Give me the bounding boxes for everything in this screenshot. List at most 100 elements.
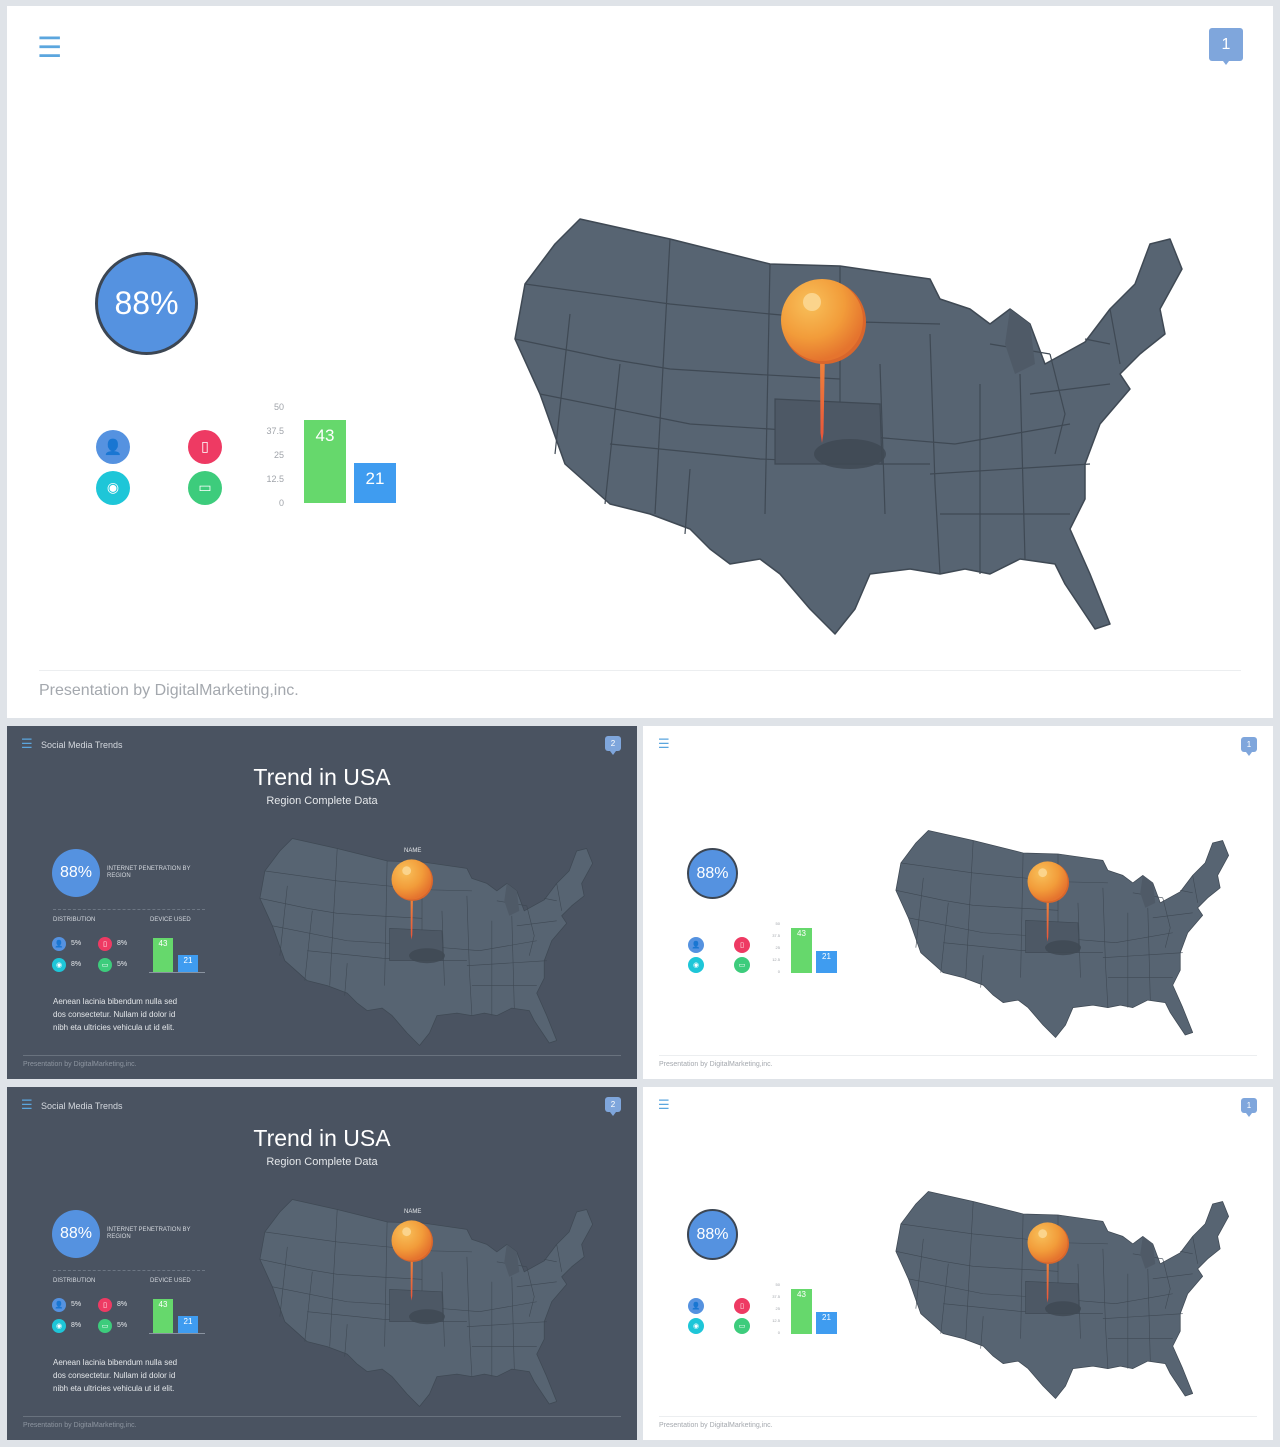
location-pin-icon: ◉ (52, 1319, 66, 1333)
tick-label: 0 (777, 969, 780, 974)
footer-divider (23, 1055, 621, 1056)
tick-label: 50 (775, 921, 780, 926)
stat-value: 8% (71, 1322, 82, 1329)
device-used-label: DEVICE USED (150, 1278, 191, 1284)
stat-value: 5% (71, 940, 82, 947)
map-pin-icon (391, 1220, 434, 1301)
bar-series-b: 21 (816, 1312, 837, 1334)
percentage-label: INTERNET PENETRATION BY REGION (107, 866, 191, 879)
body-text-line: Aenean lacinia bibendum nulla sed (53, 997, 178, 1006)
section-divider (53, 909, 205, 911)
bar-series-b: 21 (354, 462, 396, 503)
chart-baseline (149, 972, 205, 973)
tick-label: 25 (775, 945, 780, 950)
map-pin-icon (781, 279, 866, 443)
dark-slide-thumb[interactable]: ☰ Social Media Trends 2 Trend in USA Reg… (7, 726, 637, 1079)
percentage-circle: 88% (687, 848, 738, 899)
stat-value: 5% (117, 961, 128, 968)
light-slide-thumb[interactable]: ☰ 1 88% 👤 ▯ ◉ ▭ 50 37.5 25 12.5 0 43 21 … (643, 1087, 1273, 1440)
tick-label: 50 (775, 1282, 780, 1287)
tick-label: 0 (278, 498, 284, 508)
main-slide: ☰ 1 88% 👤 ▯ ◉ ▭ 50 37.5 25 12.5 0 43 21 … (7, 6, 1273, 718)
page-badge[interactable]: 1 (1209, 28, 1243, 65)
user-icon: 👤 (688, 937, 704, 953)
phone-icon: ▯ (98, 1298, 112, 1312)
location-pin-icon: ◉ (52, 958, 66, 972)
pin-label: NAME (404, 1209, 422, 1215)
bar-series-b: 21 (178, 1316, 198, 1333)
chart-baseline (149, 1333, 205, 1334)
footer-divider (659, 1416, 1257, 1417)
bar-series-a: 43 (153, 937, 173, 972)
tick-label: 37.5 (772, 933, 780, 938)
percentage-circle: 88% (52, 1210, 100, 1258)
mini-bar-chart: 50 37.5 25 12.5 0 43 21 (768, 921, 843, 974)
bar-series-a: 43 (153, 1298, 173, 1333)
footer-text: Presentation by DigitalMarketing,inc. (39, 682, 299, 699)
phone-icon: ▯ (98, 937, 112, 951)
footer-text: Presentation by DigitalMarketing,inc. (23, 1061, 137, 1068)
percentage-circle: 88% (687, 1209, 738, 1260)
tablet-icon: ▭ (734, 957, 750, 973)
user-icon: 👤 (52, 1298, 66, 1312)
slide-subtitle: Region Complete Data (266, 795, 378, 807)
location-pin-icon: ◉ (688, 957, 704, 973)
pin-label: NAME (404, 848, 422, 854)
mini-bar-chart: 43 21 (149, 1293, 213, 1334)
phone-icon: ▯ (188, 430, 222, 464)
footer-text: Presentation by DigitalMarketing,inc. (23, 1422, 137, 1429)
body-text-line: nibh eta ultricies vehicula ut id elit. (53, 1384, 175, 1393)
tick-label: 37.5 (266, 426, 284, 436)
tick-label: 0 (777, 1330, 780, 1335)
page-badge[interactable]: 1 (1241, 1098, 1257, 1117)
hamburger-menu-icon[interactable]: ☰ (21, 1098, 33, 1113)
tick-label: 12.5 (772, 1318, 780, 1323)
mini-bar-chart: 43 21 (149, 932, 213, 973)
tablet-icon: ▭ (188, 471, 222, 505)
hamburger-menu-icon[interactable]: ☰ (21, 737, 33, 752)
hamburger-menu-icon[interactable]: ☰ (658, 737, 670, 752)
device-used-label: DEVICE USED (150, 917, 191, 923)
section-divider (53, 1270, 205, 1272)
phone-icon: ▯ (734, 1298, 750, 1314)
stat-value: 8% (71, 961, 82, 968)
tablet-icon: ▭ (98, 958, 112, 972)
tick-label: 12.5 (266, 474, 284, 484)
stat-value: 8% (117, 940, 128, 947)
hamburger-menu-icon[interactable]: ☰ (37, 31, 63, 64)
page-badge[interactable]: 2 (605, 1097, 621, 1116)
stat-value: 8% (117, 1301, 128, 1308)
slide-subtitle: Region Complete Data (266, 1156, 378, 1168)
bar-chart: 50 37.5 25 12.5 0 43 21 (257, 401, 407, 511)
map-pin-icon (391, 859, 434, 940)
tablet-icon: ▭ (98, 1319, 112, 1333)
light-slide-thumb[interactable]: ☰ 1 88% 👤 ▯ ◉ ▭ 50 37.5 25 12.5 0 43 21 … (643, 726, 1273, 1079)
location-pin-icon: ◉ (96, 471, 130, 505)
dark-slide-thumb[interactable]: ☰ Social Media Trends 2 Trend in USA Reg… (7, 1087, 637, 1440)
user-icon: 👤 (688, 1298, 704, 1314)
body-text-line: dos consectetur. Nullam id dolor id (53, 1371, 176, 1380)
page-badge[interactable]: 2 (605, 736, 621, 755)
app-title: Social Media Trends (41, 740, 123, 750)
percentage-circle: 88% (95, 252, 198, 355)
bar-series-a: 43 (791, 928, 812, 973)
app-title: Social Media Trends (41, 1101, 123, 1111)
tick-label: 25 (775, 1306, 780, 1311)
stat-value: 5% (71, 1301, 82, 1308)
tablet-icon: ▭ (734, 1318, 750, 1334)
body-text-line: dos consectetur. Nullam id dolor id (53, 1010, 176, 1019)
stat-value: 5% (117, 1322, 128, 1329)
map-pin-icon (1027, 1222, 1070, 1303)
slide-title: Trend in USA (253, 764, 391, 790)
footer-divider (23, 1416, 621, 1417)
tick-label: 25 (273, 450, 284, 460)
tick-label: 37.5 (772, 1294, 780, 1299)
map-pin-icon (1027, 861, 1070, 942)
hamburger-menu-icon[interactable]: ☰ (658, 1098, 670, 1113)
tick-label: 50 (273, 402, 284, 412)
footer-text: Presentation by DigitalMarketing,inc. (659, 1422, 773, 1429)
distribution-label: DISTRIBUTION (53, 1278, 96, 1284)
bar-series-a: 43 (304, 420, 346, 503)
phone-icon: ▯ (734, 937, 750, 953)
page-badge[interactable]: 1 (1241, 737, 1257, 756)
